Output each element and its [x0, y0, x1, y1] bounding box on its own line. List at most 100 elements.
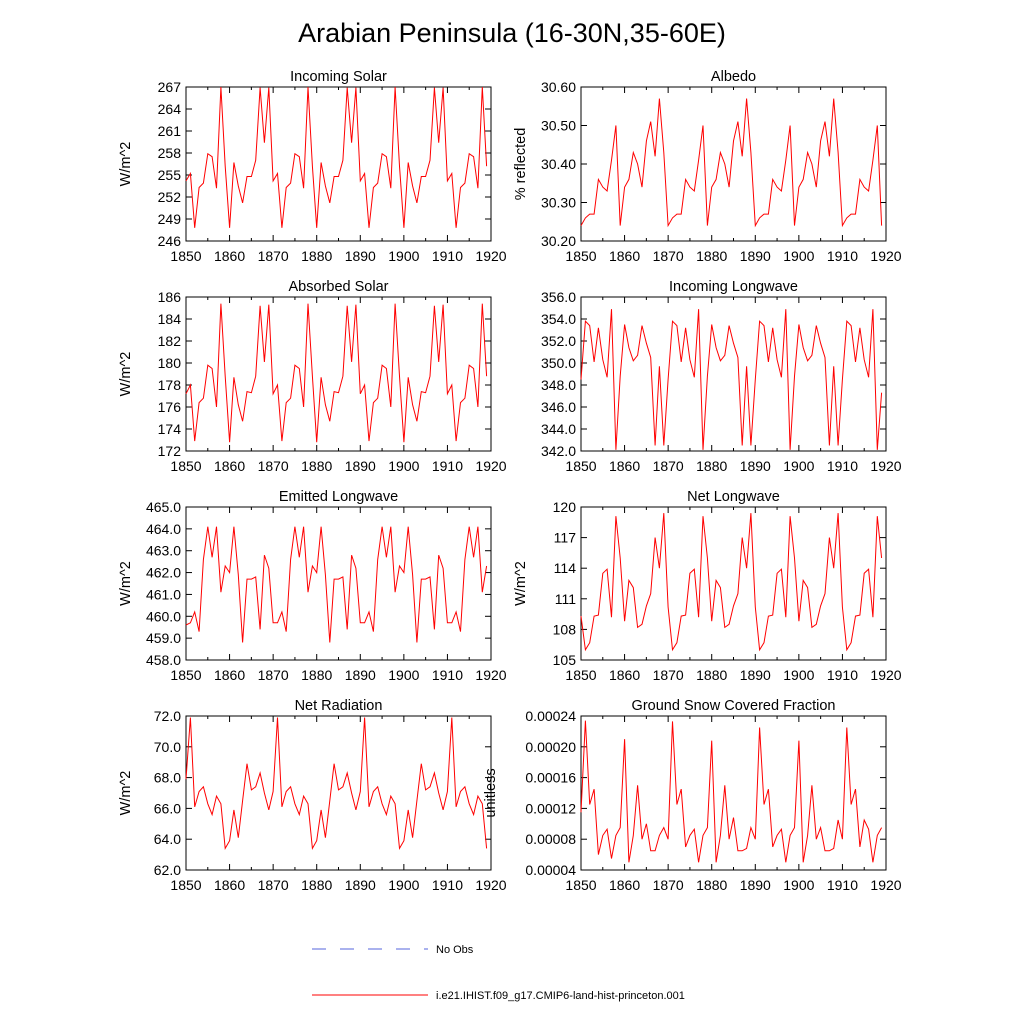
x-tick-label: 1880	[301, 667, 332, 683]
x-tick-label: 1870	[258, 458, 289, 474]
y-tick-label: 114	[554, 560, 577, 576]
x-tick-label: 1870	[653, 667, 684, 683]
y-tick-label: 352.0	[541, 333, 576, 349]
panel-7: Net Radiation 1850 1860 1870 1880 1890 1900 191…	[118, 698, 507, 893]
y-tick-label: 252	[158, 189, 182, 205]
y-axis-label: W/m^2	[118, 352, 134, 397]
x-tick-label: 1870	[653, 877, 684, 893]
y-tick-label: 0.00008	[525, 831, 576, 847]
y-tick-label: 258	[158, 145, 182, 161]
plot-frame	[185, 506, 492, 661]
series-line	[185, 303, 488, 443]
x-tick-label: 1870	[258, 667, 289, 683]
y-tick-label: 184	[158, 311, 182, 327]
x-tick-label: 1900	[388, 667, 419, 683]
x-tick-label: 1860	[214, 248, 245, 264]
x-tick-label: 1900	[388, 458, 419, 474]
x-tick-label: 1910	[827, 877, 858, 893]
y-tick-label: 464.0	[146, 521, 181, 537]
y-tick-label: 30.40	[541, 156, 576, 172]
x-tick-label: 1880	[696, 248, 727, 264]
legend-model-label: i.e21.IHIST.f09_g17.CMIP6-land-hist-prin…	[436, 990, 685, 1002]
y-tick-label: 249	[158, 211, 182, 227]
x-tick-label: 1890	[740, 458, 771, 474]
panel-title: Net Radiation	[295, 698, 383, 714]
y-tick-label: 261	[158, 123, 182, 139]
panel-title: Incoming Longwave	[669, 279, 798, 295]
x-tick-label: 1920	[870, 667, 901, 683]
plot-frame	[580, 86, 887, 242]
panel-5: Emitted Longwave 1850 1860 1870 1880 1890 1900…	[118, 489, 507, 683]
x-tick-label: 1910	[432, 248, 463, 264]
x-tick-label: 1850	[170, 667, 201, 683]
y-tick-label: 465.0	[146, 499, 181, 515]
y-tick-label: 176	[158, 399, 182, 415]
y-tick-label: 0.00004	[525, 862, 576, 878]
y-tick-label: 0.00020	[525, 739, 576, 755]
x-tick-label: 1910	[432, 877, 463, 893]
y-tick-label: 460.0	[146, 608, 181, 624]
x-tick-label: 1850	[565, 667, 596, 683]
x-tick-label: 1880	[696, 667, 727, 683]
x-tick-label: 1870	[653, 248, 684, 264]
x-tick-label: 1850	[565, 248, 596, 264]
x-tick-label: 1920	[475, 458, 506, 474]
x-tick-label: 1880	[696, 458, 727, 474]
x-tick-label: 1880	[301, 248, 332, 264]
x-tick-label: 1870	[258, 877, 289, 893]
x-tick-label: 1890	[345, 458, 376, 474]
y-tick-label: 30.30	[541, 195, 576, 211]
x-tick-label: 1890	[740, 248, 771, 264]
x-tick-label: 1920	[870, 877, 901, 893]
series-line	[185, 86, 488, 228]
x-tick-label: 1920	[870, 458, 901, 474]
y-tick-label: 344.0	[541, 421, 576, 437]
x-tick-label: 1870	[653, 458, 684, 474]
plot-frame	[185, 296, 492, 452]
x-tick-label: 1890	[740, 667, 771, 683]
x-tick-label: 1860	[609, 877, 640, 893]
x-tick-label: 1900	[783, 667, 814, 683]
legend-no-obs-label: No Obs	[436, 944, 474, 956]
x-tick-label: 1860	[214, 667, 245, 683]
x-tick-label: 1850	[170, 458, 201, 474]
x-tick-label: 1860	[214, 877, 245, 893]
series-line	[580, 720, 883, 863]
panel-title: Absorbed Solar	[289, 279, 389, 295]
y-tick-label: 30.60	[541, 79, 576, 95]
x-tick-label: 1910	[827, 248, 858, 264]
y-tick-label: 458.0	[146, 652, 181, 668]
x-tick-label: 1910	[432, 667, 463, 683]
x-tick-label: 1920	[870, 248, 901, 264]
y-axis-label: W/m^2	[513, 561, 529, 606]
x-tick-label: 1860	[214, 458, 245, 474]
x-tick-label: 1900	[783, 877, 814, 893]
panels: Incoming Solar 1850 1860 1870 1880 1890 1900 19…	[118, 69, 902, 893]
x-tick-label: 1880	[301, 458, 332, 474]
series-line	[185, 717, 488, 851]
y-tick-label: 62.0	[154, 862, 181, 878]
y-tick-label: 0.00024	[525, 708, 576, 724]
y-tick-label: 172	[158, 443, 182, 459]
panel-title: Emitted Longwave	[279, 489, 398, 505]
x-tick-label: 1880	[301, 877, 332, 893]
panel-4: Incoming Longwave 1850 1860 1870 1880 1890 190…	[541, 279, 902, 474]
x-tick-label: 1880	[696, 877, 727, 893]
x-tick-label: 1850	[170, 248, 201, 264]
x-tick-label: 1860	[609, 458, 640, 474]
x-tick-label: 1920	[475, 248, 506, 264]
y-tick-label: 461.0	[146, 586, 181, 602]
x-tick-label: 1910	[432, 458, 463, 474]
x-tick-label: 1890	[345, 248, 376, 264]
y-tick-label: 117	[554, 530, 577, 546]
y-tick-label: 356.0	[541, 289, 576, 305]
y-tick-label: 186	[158, 289, 182, 305]
y-axis-label: W/m^2	[118, 561, 134, 606]
x-tick-label: 1860	[609, 248, 640, 264]
x-tick-label: 1920	[475, 667, 506, 683]
y-tick-label: 64.0	[154, 831, 181, 847]
y-tick-label: 462.0	[146, 565, 181, 581]
y-axis-label: % reflected	[513, 128, 529, 201]
legend: No Obs i.e21.IHIST.f09_g17.CMIP6-land-hi…	[312, 944, 685, 1002]
